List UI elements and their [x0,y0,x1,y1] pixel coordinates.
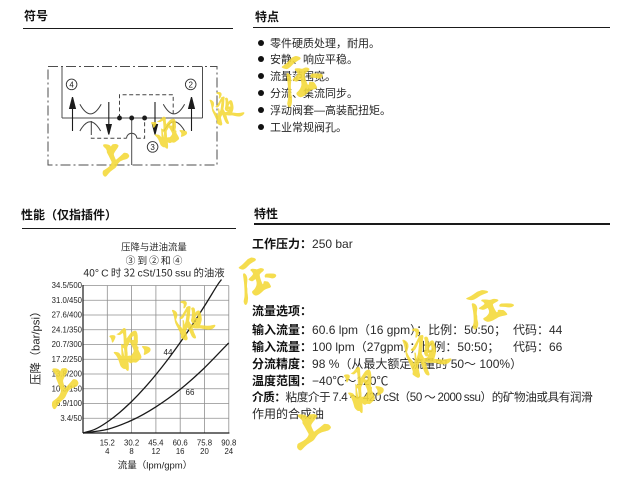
svg-text:8: 8 [129,447,133,456]
svg-text:3: 3 [150,143,155,152]
svg-text:40° C 时 32 cSt/150 ssu 的油液: 40° C 时 32 cSt/150 ssu 的油液 [83,265,225,280]
svg-text:60.6: 60.6 [173,439,188,448]
svg-text:27.6/400: 27.6/400 [52,311,83,320]
svg-text:30.2: 30.2 [124,439,139,448]
svg-text:66: 66 [186,388,195,397]
svg-text:4: 4 [105,447,110,456]
svg-text:6.9/100: 6.9/100 [56,399,83,408]
svg-text:3.4/50: 3.4/50 [60,414,82,423]
svg-text:15.2: 15.2 [100,439,115,448]
svg-text:2: 2 [188,80,193,89]
svg-text:压降与进油流量: 压降与进油流量 [121,240,187,254]
svg-text:16: 16 [176,447,185,456]
svg-text:45.4: 45.4 [148,439,164,448]
svg-text:17.2/250: 17.2/250 [52,355,83,364]
svg-text:流量（lpm/gpm）: 流量（lpm/gpm） [118,458,192,472]
svg-text:20.7/300: 20.7/300 [52,340,83,349]
svg-text:34.5/500: 34.5/500 [52,281,83,290]
svg-text:31.0/450: 31.0/450 [52,296,83,305]
svg-text:75.8: 75.8 [197,439,212,448]
svg-text:90.8: 90.8 [221,439,236,448]
svg-text:③ 到 ② 和 ④: ③ 到 ② 和 ④ [126,253,183,267]
svg-text:12: 12 [152,447,161,456]
svg-text:24.1/350: 24.1/350 [52,325,83,334]
svg-text:10.3/150: 10.3/150 [52,384,83,393]
svg-text:44: 44 [164,348,173,357]
svg-text:压降（bar/psi）: 压降（bar/psi） [28,306,44,385]
svg-text:20: 20 [200,447,209,456]
svg-text:4: 4 [69,80,74,89]
svg-text:24: 24 [224,447,233,456]
svg-text:13.8/200: 13.8/200 [52,370,83,379]
